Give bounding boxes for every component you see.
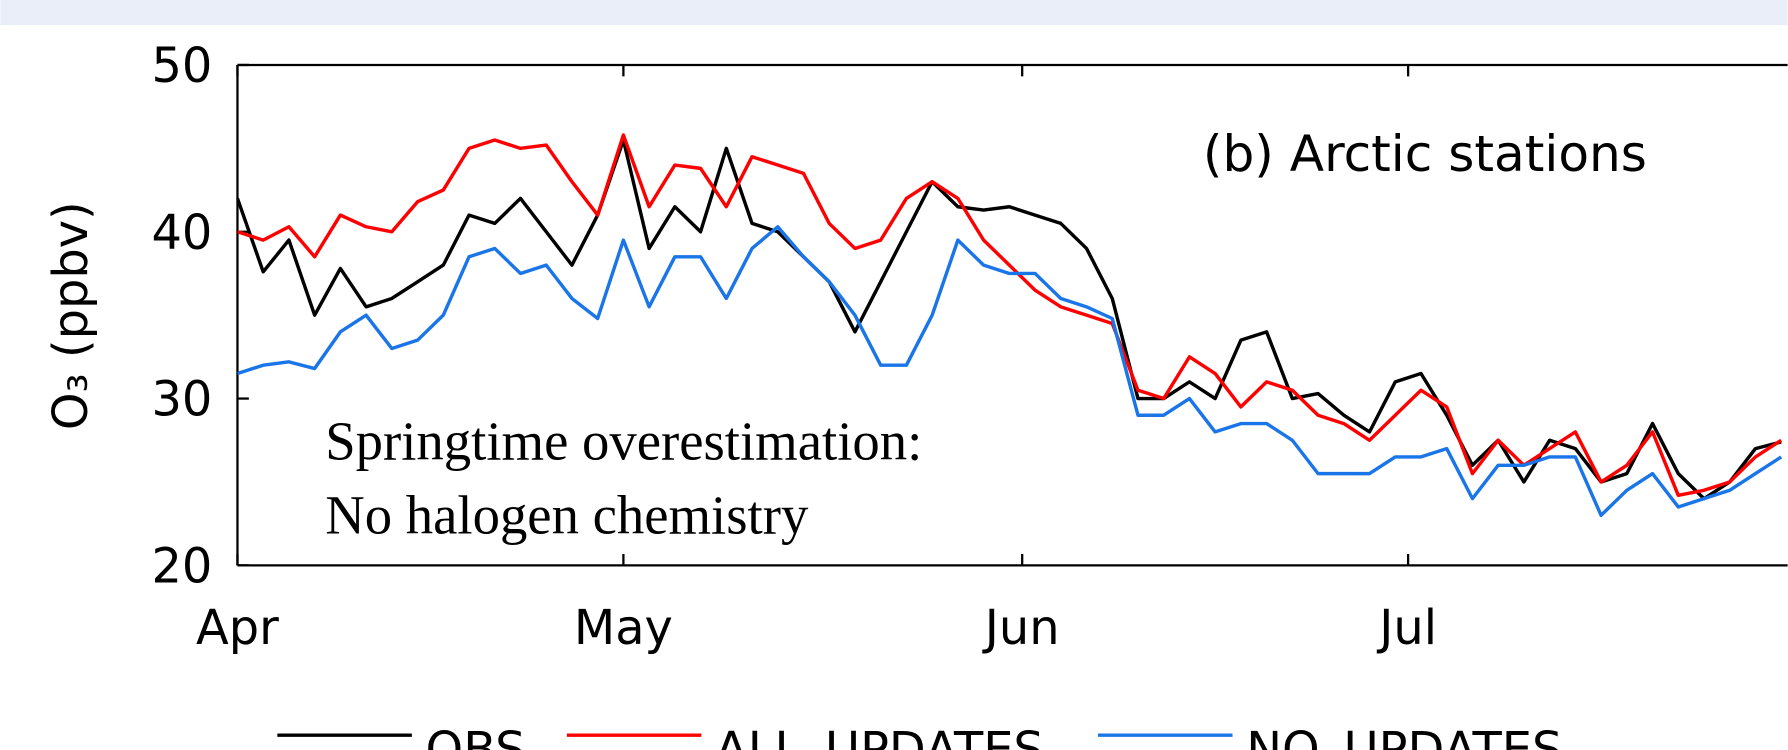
x-tick-label: Jun <box>982 601 1060 656</box>
data-line <box>237 225 1783 518</box>
legend-label: ALL_UPDATES <box>715 723 1044 750</box>
annotation: (b) Arctic stations <box>1203 124 1647 183</box>
y-tick-label: 30 <box>151 373 212 428</box>
legend-label: NO_UPDATES <box>1246 723 1562 750</box>
y-axis-label: O₃ (ppbv) <box>44 201 99 430</box>
x-tick-label: Jul <box>1376 601 1437 656</box>
legend-label: OBS. <box>426 723 541 750</box>
annotation: No halogen chemistry <box>325 484 809 545</box>
data-line <box>237 138 1782 501</box>
top-band <box>0 0 1788 26</box>
y-tick-label: 50 <box>151 39 212 94</box>
x-tick-label: May <box>574 601 673 656</box>
y-tick-label: 20 <box>151 539 212 594</box>
annotation: Springtime overestimation: <box>325 410 922 471</box>
x-tick-label: Apr <box>196 601 279 656</box>
y-tick-label: 40 <box>151 206 212 261</box>
